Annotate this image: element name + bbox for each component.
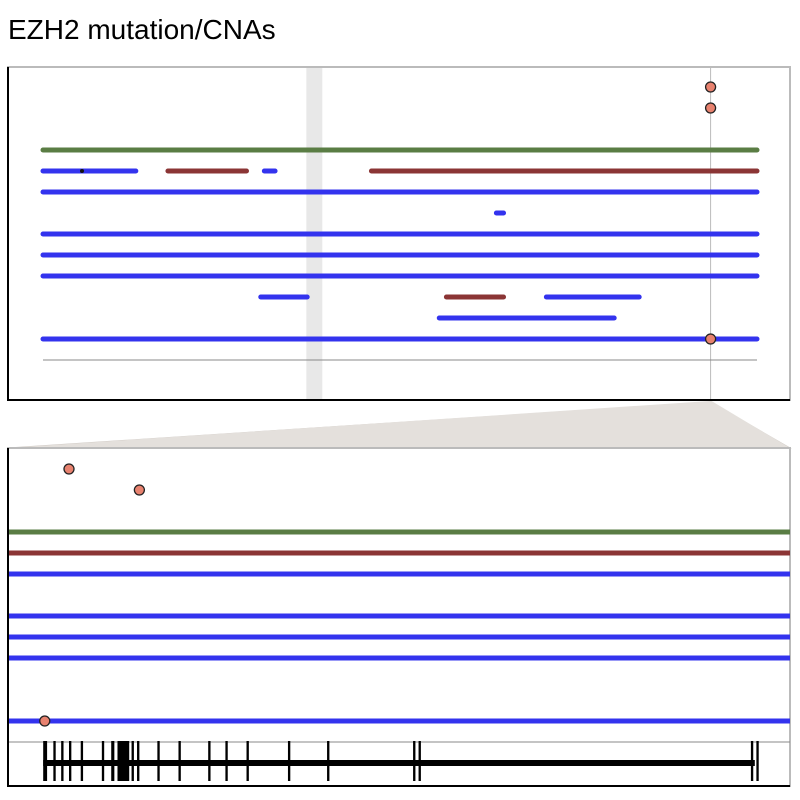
gene-model-exon-17	[413, 741, 415, 781]
overview-marker-dot	[80, 169, 84, 173]
gene-model-exon-15	[288, 741, 290, 781]
zoom-mutation-1	[134, 485, 144, 495]
gene-model-exon-4	[81, 741, 83, 781]
gene-model-exon-3	[69, 741, 71, 781]
gene-model-exon-11	[178, 741, 180, 781]
gene-model-exon-5	[102, 741, 104, 781]
gene-model-exon-8	[132, 741, 134, 781]
gene-model-exon-6	[111, 741, 114, 781]
overview-mutation-0	[706, 82, 716, 92]
gene-model-exon-12	[208, 741, 210, 781]
gene-model-exon-19	[751, 741, 753, 781]
overview-mutation-1	[706, 103, 716, 113]
gene-model-exon-0	[43, 741, 47, 781]
gene-model-exon-14	[247, 741, 249, 781]
gene-model-exon-2	[61, 741, 63, 781]
gene-model-exon-7	[117, 741, 129, 781]
overview-mutation-2	[706, 334, 716, 344]
gene-model-exon-9	[137, 741, 139, 781]
zoom-panel	[8, 448, 790, 787]
gene-model-exon-18	[419, 741, 421, 781]
gene-model-exon-16	[327, 741, 329, 781]
zoom-mutation-2	[40, 716, 50, 726]
gene-model-exon-1	[53, 741, 55, 781]
gene-model-exon-20	[756, 741, 758, 781]
zoom-mutation-0	[64, 464, 74, 474]
zoom-connector-fill	[8, 401, 790, 448]
overview-panel	[8, 67, 790, 401]
gene-model-exon-13	[225, 741, 227, 781]
gene-model-exon-10	[157, 741, 159, 781]
